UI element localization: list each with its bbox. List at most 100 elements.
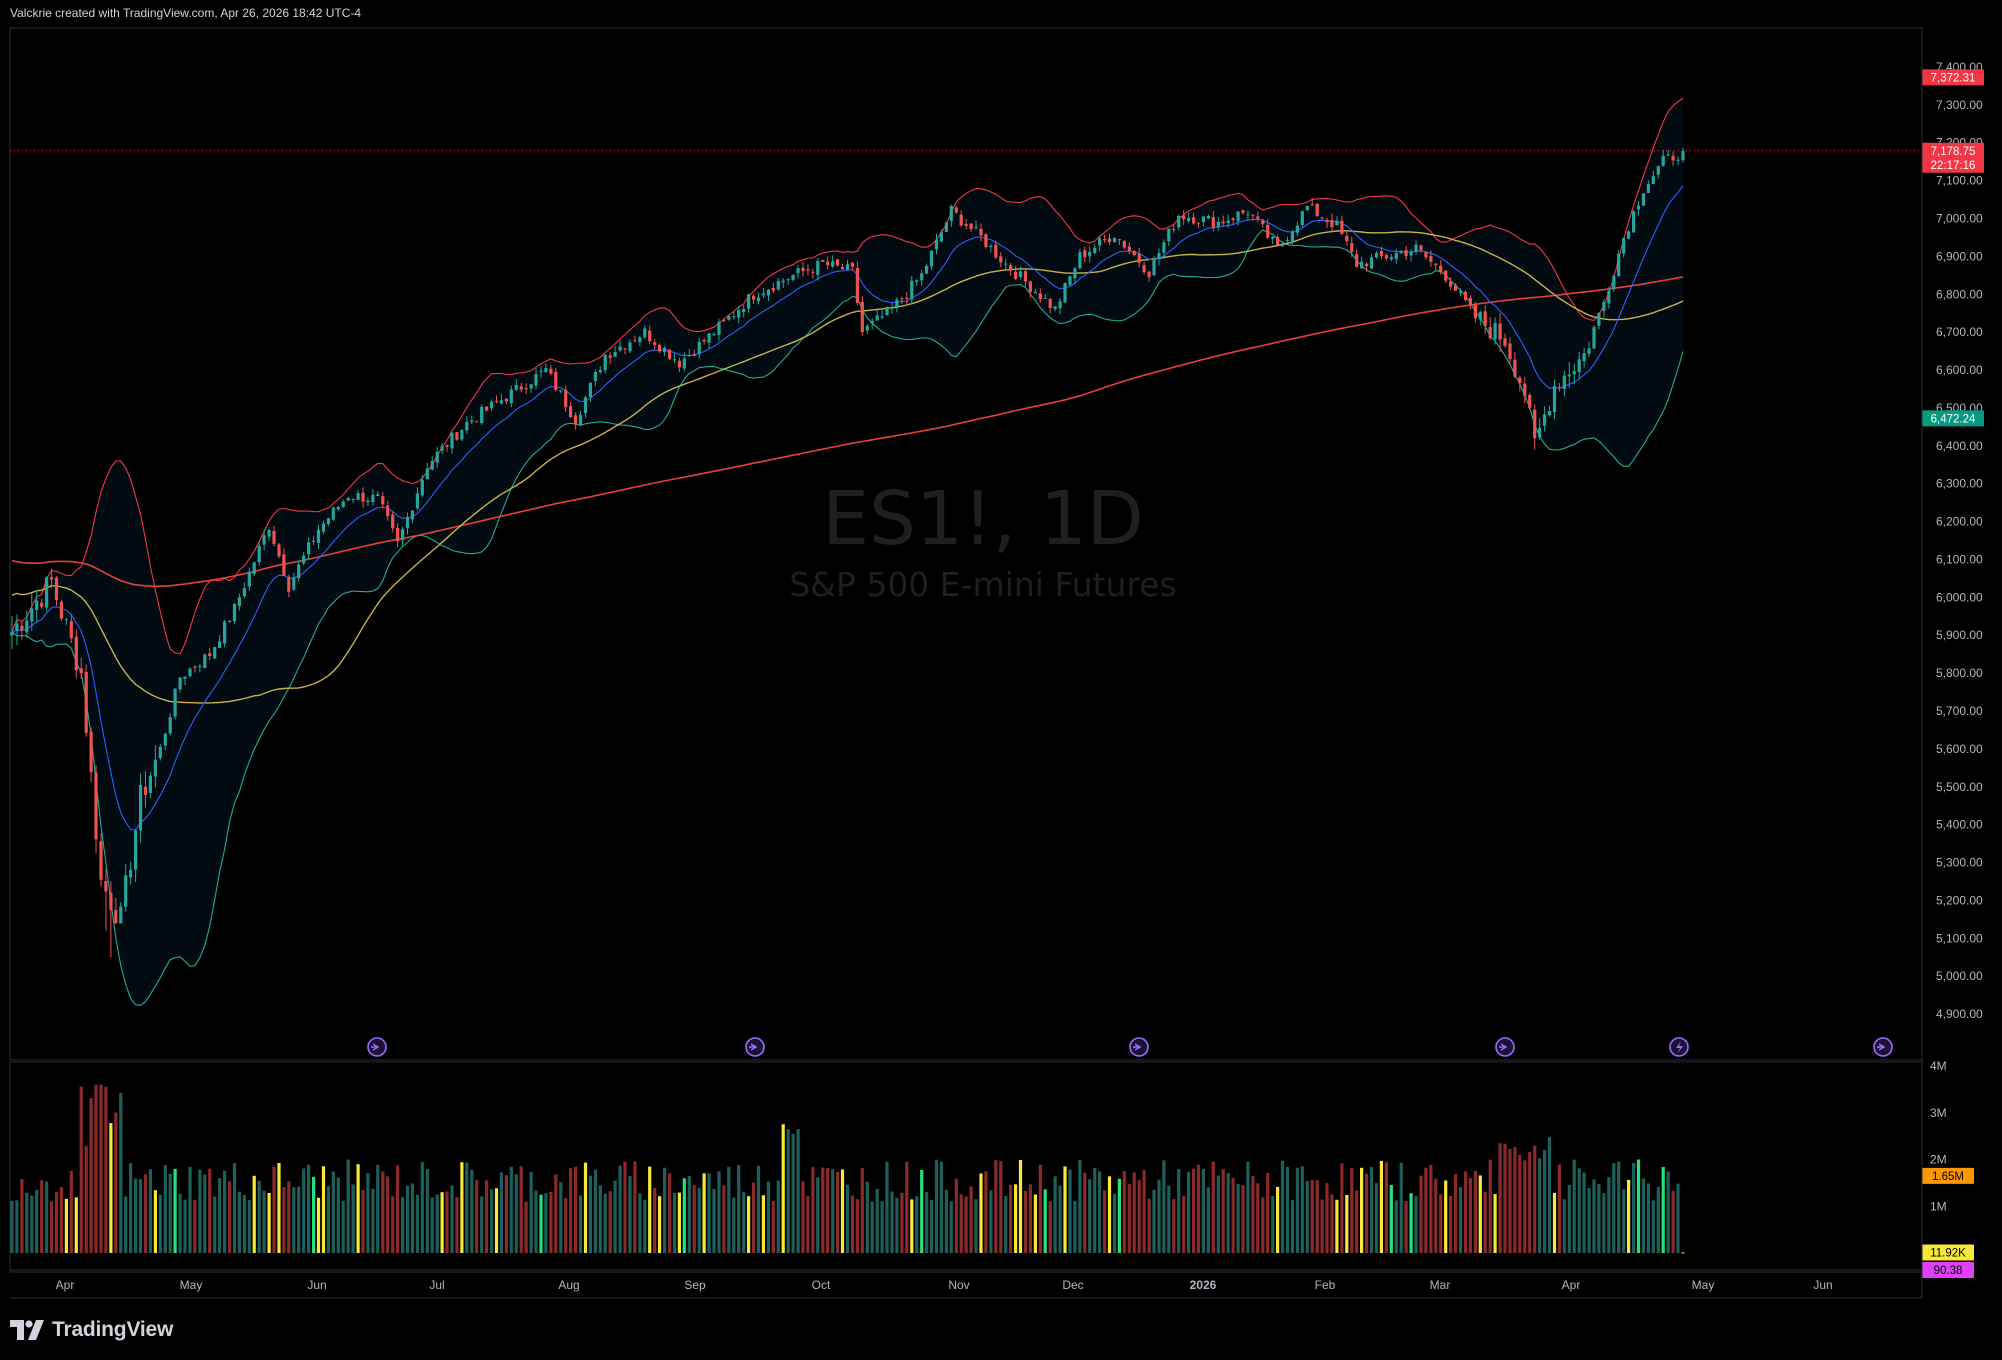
candle[interactable] xyxy=(1503,333,1507,348)
candle[interactable] xyxy=(979,223,983,242)
candle[interactable] xyxy=(405,512,410,535)
candle[interactable] xyxy=(1641,193,1645,207)
candle[interactable] xyxy=(623,348,627,355)
candle[interactable] xyxy=(420,474,424,498)
candle[interactable] xyxy=(638,335,642,347)
candle[interactable] xyxy=(1543,406,1547,432)
candle[interactable] xyxy=(326,517,330,527)
candle[interactable] xyxy=(267,528,271,541)
candle[interactable] xyxy=(1226,214,1230,228)
candle[interactable] xyxy=(1483,305,1487,334)
candle[interactable] xyxy=(766,288,770,302)
candle[interactable] xyxy=(129,861,133,885)
candle[interactable] xyxy=(242,582,246,599)
candle[interactable] xyxy=(292,572,296,591)
candle[interactable] xyxy=(1567,362,1571,388)
candle[interactable] xyxy=(1365,262,1369,272)
candle[interactable] xyxy=(1439,259,1443,275)
candle[interactable] xyxy=(440,443,444,454)
candle[interactable] xyxy=(1350,236,1354,258)
candle[interactable] xyxy=(920,269,924,286)
candle[interactable] xyxy=(628,339,632,354)
candle[interactable] xyxy=(870,318,874,330)
candle[interactable] xyxy=(796,265,800,279)
candle[interactable] xyxy=(954,205,958,214)
candle[interactable] xyxy=(1261,218,1265,228)
candle[interactable] xyxy=(1404,245,1408,261)
candle[interactable] xyxy=(732,311,736,320)
candle[interactable] xyxy=(371,489,375,506)
candle[interactable] xyxy=(697,337,701,359)
candle[interactable] xyxy=(1409,249,1413,262)
candle[interactable] xyxy=(574,412,578,430)
candle[interactable] xyxy=(1310,198,1314,206)
candle[interactable] xyxy=(1681,147,1685,163)
candle[interactable] xyxy=(1231,217,1235,225)
candle[interactable] xyxy=(1449,277,1453,291)
candle[interactable] xyxy=(1355,248,1359,268)
candle[interactable] xyxy=(351,498,355,504)
candle[interactable] xyxy=(771,282,775,294)
candle[interactable] xyxy=(1646,180,1650,194)
candle[interactable] xyxy=(203,653,207,669)
candle[interactable] xyxy=(672,353,677,363)
candle[interactable] xyxy=(475,420,479,423)
candle[interactable] xyxy=(213,646,217,660)
candle[interactable] xyxy=(1295,221,1299,237)
candle[interactable] xyxy=(321,520,326,535)
candle[interactable] xyxy=(1582,347,1586,368)
candle[interactable] xyxy=(1083,246,1087,263)
candle[interactable] xyxy=(386,500,390,521)
candle[interactable] xyxy=(193,665,197,673)
candle[interactable] xyxy=(593,369,597,387)
candle[interactable] xyxy=(1216,217,1220,231)
candle[interactable] xyxy=(1187,212,1191,224)
candle[interactable] xyxy=(999,252,1003,268)
candle[interactable] xyxy=(539,366,543,378)
candle[interactable] xyxy=(588,382,592,403)
candle[interactable] xyxy=(346,496,350,502)
candle[interactable] xyxy=(722,319,726,323)
candle[interactable] xyxy=(564,385,568,412)
candle[interactable] xyxy=(361,487,365,508)
candle[interactable] xyxy=(989,244,993,253)
candle[interactable] xyxy=(356,489,360,501)
event-flash-icon[interactable] xyxy=(1669,1037,1689,1057)
candle[interactable] xyxy=(880,310,884,320)
candle[interactable] xyxy=(1330,213,1334,232)
candle[interactable] xyxy=(1523,377,1527,404)
candle[interactable] xyxy=(381,491,385,509)
candle[interactable] xyxy=(1053,306,1057,312)
candle[interactable] xyxy=(1602,299,1606,318)
candle[interactable] xyxy=(178,677,182,693)
candle[interactable] xyxy=(915,279,919,286)
candle[interactable] xyxy=(875,310,879,321)
candle[interactable] xyxy=(415,487,419,511)
candle[interactable] xyxy=(964,218,968,230)
candle[interactable] xyxy=(1177,214,1181,231)
candle[interactable] xyxy=(173,688,177,720)
candle[interactable] xyxy=(396,523,400,547)
candle[interactable] xyxy=(1434,263,1438,272)
candle[interactable] xyxy=(1033,288,1037,294)
candle[interactable] xyxy=(1374,251,1379,259)
candle[interactable] xyxy=(40,598,44,609)
candle[interactable] xyxy=(316,524,321,550)
candle[interactable] xyxy=(1211,210,1215,232)
candle[interactable] xyxy=(425,462,429,480)
candle[interactable] xyxy=(855,261,859,306)
candle[interactable] xyxy=(1196,222,1201,229)
candle[interactable] xyxy=(114,898,118,925)
candle[interactable] xyxy=(811,268,815,279)
candle[interactable] xyxy=(682,352,686,372)
candle[interactable] xyxy=(974,220,978,231)
candle[interactable] xyxy=(1241,209,1245,215)
candle[interactable] xyxy=(208,647,212,661)
candle[interactable] xyxy=(470,415,474,425)
event-marker-icon[interactable] xyxy=(1495,1037,1515,1057)
candle[interactable] xyxy=(79,657,83,679)
candle[interactable] xyxy=(836,258,840,267)
candle[interactable] xyxy=(223,620,227,648)
candle[interactable] xyxy=(1276,234,1280,245)
